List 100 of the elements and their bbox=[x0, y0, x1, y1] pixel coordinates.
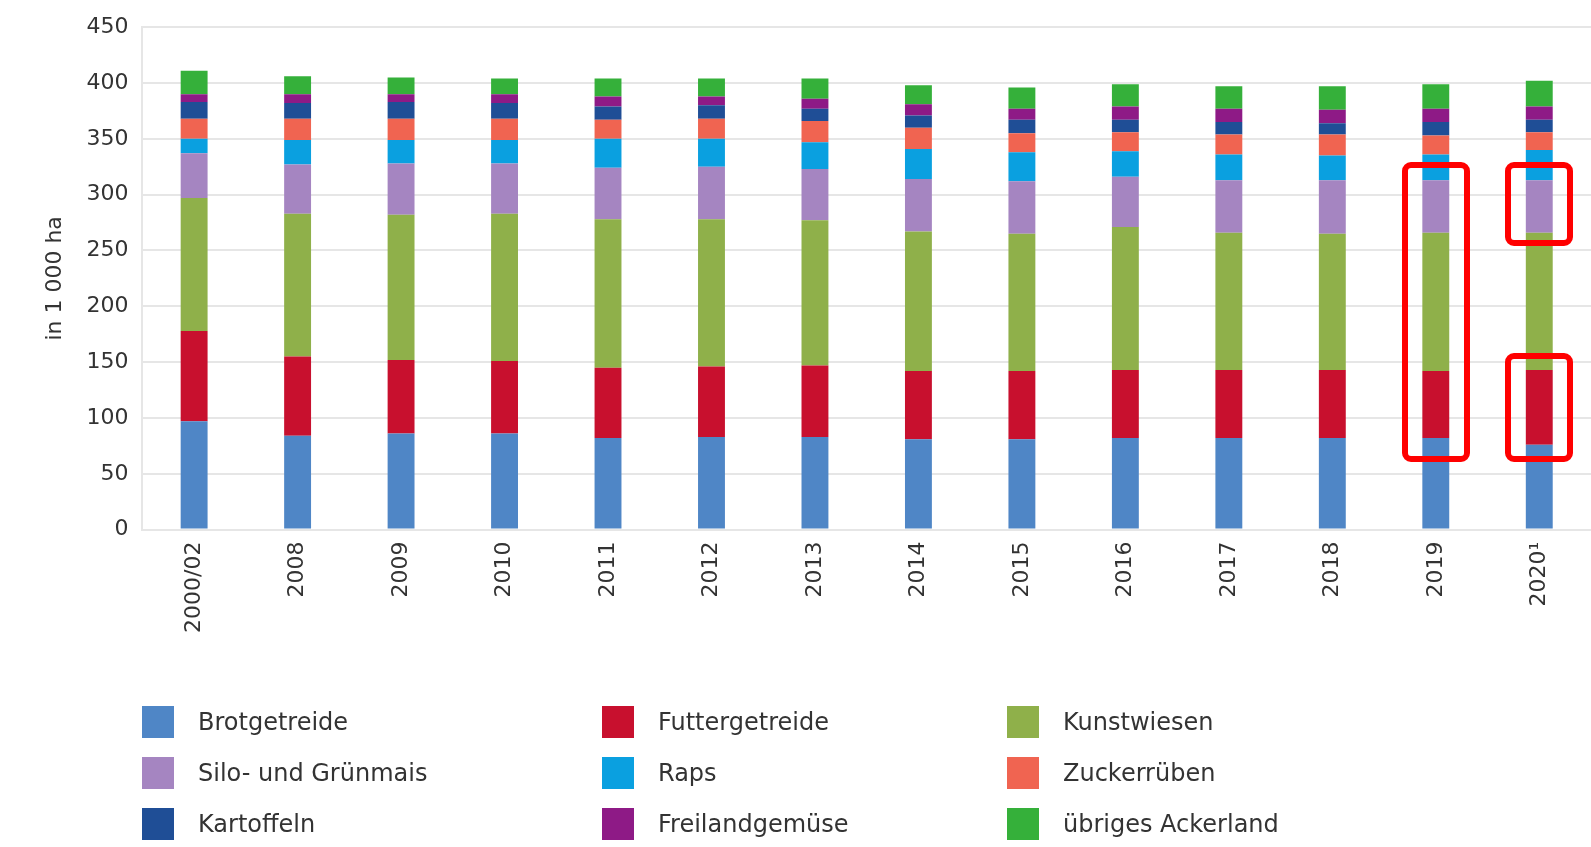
bar bbox=[284, 164, 312, 214]
bar bbox=[698, 436, 725, 529]
bar bbox=[1525, 106, 1553, 120]
x-tick-label: 2017 bbox=[1214, 541, 1240, 598]
bar bbox=[1422, 84, 1450, 109]
bar bbox=[1525, 369, 1553, 445]
y-tick-label: 50 bbox=[100, 459, 129, 485]
bar bbox=[1318, 369, 1346, 439]
legend-label: Raps bbox=[658, 758, 717, 787]
bar bbox=[284, 94, 312, 104]
bar bbox=[1422, 438, 1450, 529]
bar bbox=[491, 213, 518, 362]
y-tick-label: 400 bbox=[86, 68, 129, 94]
y-axis-title: in 1 000 ha bbox=[40, 216, 66, 341]
bar bbox=[1215, 134, 1243, 155]
bar bbox=[1525, 180, 1553, 233]
bar bbox=[594, 167, 622, 220]
x-tick-label: 2015 bbox=[1007, 541, 1033, 598]
bar bbox=[284, 103, 312, 119]
bar bbox=[904, 439, 932, 529]
bar bbox=[801, 142, 829, 169]
bar bbox=[387, 94, 415, 102]
bar bbox=[1111, 84, 1139, 107]
bar bbox=[698, 138, 725, 167]
bar bbox=[594, 119, 622, 139]
bar bbox=[180, 330, 208, 422]
bar bbox=[1215, 154, 1243, 181]
bar bbox=[491, 361, 518, 434]
bar bbox=[491, 94, 518, 104]
bar bbox=[1318, 155, 1346, 181]
bar bbox=[180, 198, 208, 331]
bar bbox=[904, 115, 932, 128]
bar bbox=[180, 138, 208, 154]
y-tick-label: 200 bbox=[86, 292, 129, 318]
bar bbox=[904, 371, 932, 440]
x-tick-label: 2018 bbox=[1318, 541, 1344, 598]
bar bbox=[284, 356, 312, 436]
bar bbox=[801, 220, 829, 366]
bar bbox=[594, 367, 622, 439]
bar bbox=[1215, 438, 1243, 529]
bar bbox=[904, 148, 932, 180]
bar bbox=[904, 104, 932, 116]
bar bbox=[698, 166, 725, 220]
bar bbox=[387, 433, 415, 529]
bar bbox=[387, 102, 415, 119]
bar bbox=[284, 76, 312, 95]
bar bbox=[180, 118, 208, 139]
bar bbox=[1111, 369, 1139, 439]
bar bbox=[1008, 181, 1036, 234]
legend-label: Brotgetreide bbox=[198, 707, 349, 736]
bar bbox=[904, 85, 932, 105]
bar bbox=[1318, 233, 1346, 370]
bar bbox=[387, 77, 415, 95]
bar bbox=[491, 139, 518, 164]
bar bbox=[1111, 438, 1139, 529]
bar bbox=[284, 139, 312, 165]
bar bbox=[1215, 86, 1243, 109]
bar bbox=[904, 231, 932, 372]
bar bbox=[1525, 80, 1553, 107]
bar bbox=[284, 435, 312, 529]
y-tick-label: 100 bbox=[86, 403, 129, 429]
bar bbox=[1008, 152, 1036, 182]
bar bbox=[594, 96, 622, 107]
bar bbox=[1008, 87, 1036, 109]
bar bbox=[284, 118, 312, 140]
legend-label: Kartoffeln bbox=[198, 809, 316, 838]
bar bbox=[1422, 180, 1450, 233]
bar bbox=[1215, 369, 1243, 439]
bar bbox=[491, 433, 518, 529]
bar bbox=[698, 78, 725, 97]
bar bbox=[801, 436, 829, 529]
x-tick-label: 2020¹ bbox=[1524, 541, 1550, 607]
bar bbox=[1215, 108, 1243, 123]
bar bbox=[180, 70, 208, 95]
bar bbox=[594, 138, 622, 168]
bar bbox=[387, 118, 415, 140]
bar bbox=[698, 96, 725, 106]
bar bbox=[904, 179, 932, 232]
x-tick-label: 2014 bbox=[904, 541, 930, 598]
bar bbox=[1318, 438, 1346, 529]
bar bbox=[1318, 180, 1346, 234]
bar bbox=[1111, 151, 1139, 177]
legend-label: Zuckerrüben bbox=[1063, 758, 1216, 787]
y-tick-label: 450 bbox=[86, 12, 129, 38]
bar bbox=[1008, 108, 1036, 120]
bar bbox=[1422, 108, 1450, 123]
bar bbox=[594, 78, 622, 97]
bar bbox=[1215, 232, 1243, 370]
x-tick-label: 2019 bbox=[1421, 541, 1447, 598]
bar bbox=[1422, 135, 1450, 155]
legend-label: Kunstwiesen bbox=[1063, 707, 1214, 736]
bar bbox=[284, 213, 312, 357]
bar bbox=[801, 120, 829, 143]
legend-label: Freilandgemüse bbox=[658, 809, 849, 838]
bar bbox=[1318, 134, 1346, 156]
x-tick-label: 2016 bbox=[1111, 541, 1137, 598]
x-tick-label: 2010 bbox=[490, 541, 516, 598]
bar bbox=[1111, 176, 1139, 228]
bar bbox=[1111, 227, 1139, 370]
bar bbox=[801, 78, 829, 99]
